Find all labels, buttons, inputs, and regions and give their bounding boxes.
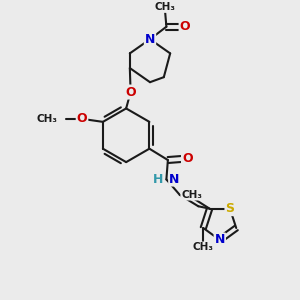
Text: N: N bbox=[145, 33, 155, 46]
Text: CH₃: CH₃ bbox=[181, 190, 202, 200]
Text: O: O bbox=[125, 85, 136, 98]
Text: O: O bbox=[180, 20, 190, 33]
Text: O: O bbox=[77, 112, 87, 125]
Text: N: N bbox=[214, 233, 225, 247]
Text: N: N bbox=[169, 173, 179, 186]
Text: S: S bbox=[225, 202, 234, 215]
Text: CH₃: CH₃ bbox=[193, 242, 214, 252]
Text: CH₃: CH₃ bbox=[154, 2, 176, 12]
Text: H: H bbox=[152, 173, 163, 186]
Text: O: O bbox=[182, 152, 193, 165]
Text: CH₃: CH₃ bbox=[36, 114, 57, 124]
